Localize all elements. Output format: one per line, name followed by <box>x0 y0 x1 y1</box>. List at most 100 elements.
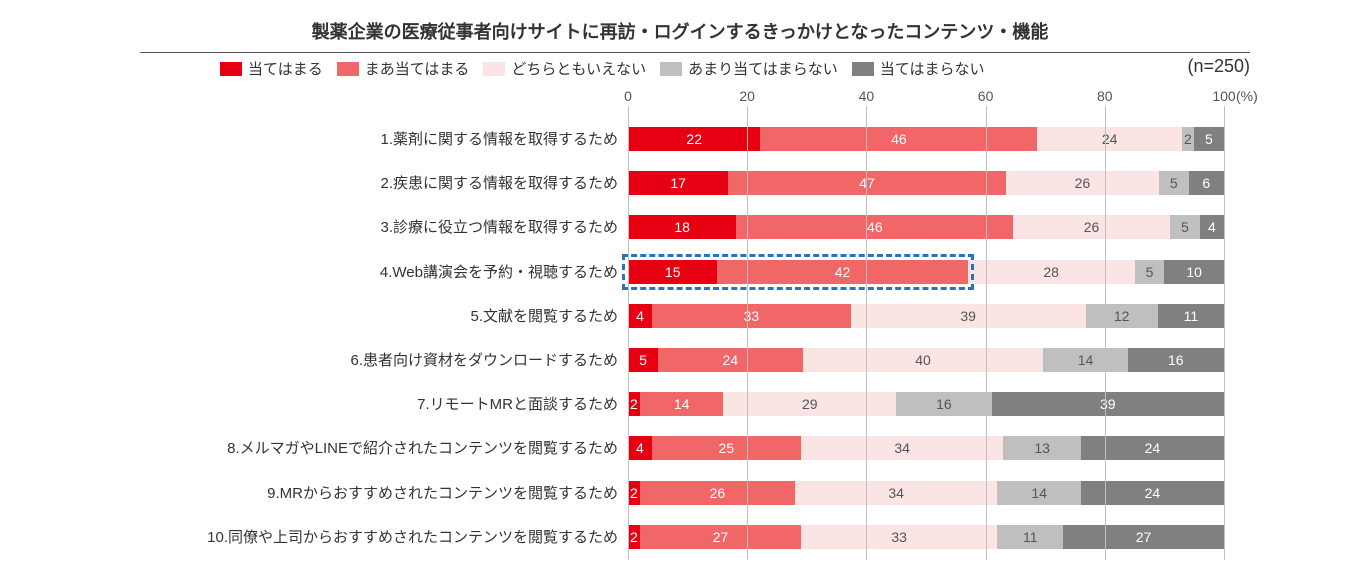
legend-label: あまり当てはまらない <box>688 58 838 79</box>
legend-swatch <box>660 62 682 76</box>
bar-row: 1.薬剤に関する情報を取得するため22462425 <box>628 118 1224 162</box>
bar-segment: 2 <box>628 525 640 549</box>
category-label: 9.MRからおすすめされたコンテンツを閲覧するため <box>267 482 618 503</box>
category-label: 6.患者向け資材をダウンロードするため <box>350 349 618 370</box>
chart-title: 製薬企業の医療従事者向けサイトに再訪・ログインするきっかけとなったコンテンツ・機… <box>0 18 1360 44</box>
bar-segment: 24 <box>1037 127 1181 151</box>
bar-row: 9.MRからおすすめされたコンテンツを閲覧するため226341424 <box>628 472 1224 516</box>
bar-segment: 11 <box>997 525 1063 549</box>
bar-group: 17472656 <box>628 171 1224 195</box>
bar-segment: 16 <box>1128 348 1224 372</box>
bar-segment: 5 <box>1194 127 1224 151</box>
bar-segment: 46 <box>736 215 1013 239</box>
bar-segment: 26 <box>1006 171 1159 195</box>
category-label: 2.疾患に関する情報を取得するため <box>380 172 618 193</box>
bar-segment: 40 <box>803 348 1044 372</box>
bar-segment: 25 <box>652 436 801 460</box>
bar-segment: 29 <box>723 392 896 416</box>
bar-segment: 4 <box>628 436 652 460</box>
x-axis: 020406080100(%) <box>628 88 1224 106</box>
bar-segment: 28 <box>968 260 1135 284</box>
category-label: 5.文献を閲覧するため <box>470 305 618 326</box>
gridline <box>747 106 748 560</box>
bar-segment: 11 <box>1158 304 1224 328</box>
bar-group: 425341324 <box>628 436 1224 460</box>
bar-row: 6.患者向け資材をダウンロードするため524401416 <box>628 339 1224 383</box>
title-rule <box>140 52 1250 53</box>
category-label: 10.同僚や上司からおすすめされたコンテンツを閲覧するため <box>207 526 618 547</box>
legend-item: 当てはまる <box>220 58 323 79</box>
bar-segment: 26 <box>640 481 795 505</box>
bar-group: 18462654 <box>628 215 1224 239</box>
category-label: 8.メルマガやLINEで紹介されたコンテンツを閲覧するため <box>227 437 618 458</box>
bar-segment: 2 <box>628 392 640 416</box>
bar-group: 524401416 <box>628 348 1224 372</box>
legend-label: まあ当てはまる <box>365 58 470 79</box>
bar-segment: 10 <box>1164 260 1224 284</box>
sample-size-label: (n=250) <box>1187 56 1250 77</box>
bar-segment: 27 <box>1063 525 1224 549</box>
category-label: 4.Web講演会を予約・視聴するため <box>380 261 618 282</box>
bar-group: 227331127 <box>628 525 1224 549</box>
axis-tick-label: 0 <box>624 88 632 104</box>
bar-segment: 17 <box>628 171 728 195</box>
bar-group: 214291639 <box>628 392 1224 416</box>
bar-group: 154228510 <box>628 260 1224 284</box>
bar-segment: 5 <box>1170 215 1200 239</box>
plot-area: 020406080100(%) 1.薬剤に関する情報を取得するため2246242… <box>628 88 1224 560</box>
legend-item: まあ当てはまる <box>337 58 470 79</box>
bar-segment: 33 <box>801 525 998 549</box>
axis-unit-label: (%) <box>1236 88 1258 104</box>
category-label: 1.薬剤に関する情報を取得するため <box>380 128 618 149</box>
bar-row: 5.文献を閲覧するため433391211 <box>628 295 1224 339</box>
bar-segment: 4 <box>628 304 652 328</box>
bar-segment: 2 <box>628 481 640 505</box>
chart-legend: 当てはまる まあ当てはまる どちらともいえない あまり当てはまらない 当てはまらない <box>220 58 985 79</box>
legend-item: あまり当てはまらない <box>660 58 838 79</box>
gridline <box>1105 106 1106 560</box>
category-label: 3.診療に役立つ情報を取得するため <box>380 216 618 237</box>
bar-row: 7.リモートMRと面談するため214291639 <box>628 383 1224 427</box>
bar-segment: 14 <box>1043 348 1127 372</box>
legend-swatch <box>483 62 505 76</box>
bar-segment: 5 <box>1159 171 1189 195</box>
bar-row: 3.診療に役立つ情報を取得するため18462654 <box>628 206 1224 250</box>
bar-segment: 14 <box>640 392 723 416</box>
bar-segment: 2 <box>1182 127 1194 151</box>
axis-tick-label: 40 <box>859 88 875 104</box>
bar-group: 433391211 <box>628 304 1224 328</box>
bar-segment: 39 <box>992 392 1224 416</box>
bar-segment: 5 <box>1135 260 1165 284</box>
bar-group: 226341424 <box>628 481 1224 505</box>
bar-segment: 5 <box>628 348 658 372</box>
bar-row: 8.メルマガやLINEで紹介されたコンテンツを閲覧するため425341324 <box>628 427 1224 471</box>
legend-label: 当てはまる <box>248 58 323 79</box>
legend-label: 当てはまらない <box>880 58 985 79</box>
bar-segment: 22 <box>628 127 760 151</box>
legend-swatch <box>337 62 359 76</box>
bar-group: 22462425 <box>628 127 1224 151</box>
axis-tick-label: 100 <box>1212 88 1235 104</box>
axis-tick-label: 20 <box>739 88 755 104</box>
bar-segment: 18 <box>628 215 736 239</box>
bar-segment: 16 <box>896 392 991 416</box>
legend-item: どちらともいえない <box>483 58 646 79</box>
bar-row: 2.疾患に関する情報を取得するため17472656 <box>628 162 1224 206</box>
bar-segment: 15 <box>628 260 717 284</box>
bar-segment: 24 <box>1081 481 1224 505</box>
axis-tick-label: 60 <box>978 88 994 104</box>
bar-segment: 34 <box>801 436 1004 460</box>
bar-segment: 6 <box>1189 171 1224 195</box>
bar-row: 4.Web講演会を予約・視聴するため154228510 <box>628 251 1224 295</box>
bar-row: 10.同僚や上司からおすすめされたコンテンツを閲覧するため227331127 <box>628 516 1224 560</box>
gridline <box>986 106 987 560</box>
bar-rows: 1.薬剤に関する情報を取得するため224624252.疾患に関する情報を取得する… <box>628 118 1224 560</box>
bar-segment: 39 <box>851 304 1086 328</box>
chart-root: 製薬企業の医療従事者向けサイトに再訪・ログインするきっかけとなったコンテンツ・機… <box>0 0 1360 572</box>
bar-segment: 24 <box>658 348 802 372</box>
bar-segment: 42 <box>717 260 967 284</box>
bar-segment: 12 <box>1086 304 1158 328</box>
axis-tick-label: 80 <box>1097 88 1113 104</box>
legend-item: 当てはまらない <box>852 58 985 79</box>
legend-label: どちらともいえない <box>511 58 646 79</box>
